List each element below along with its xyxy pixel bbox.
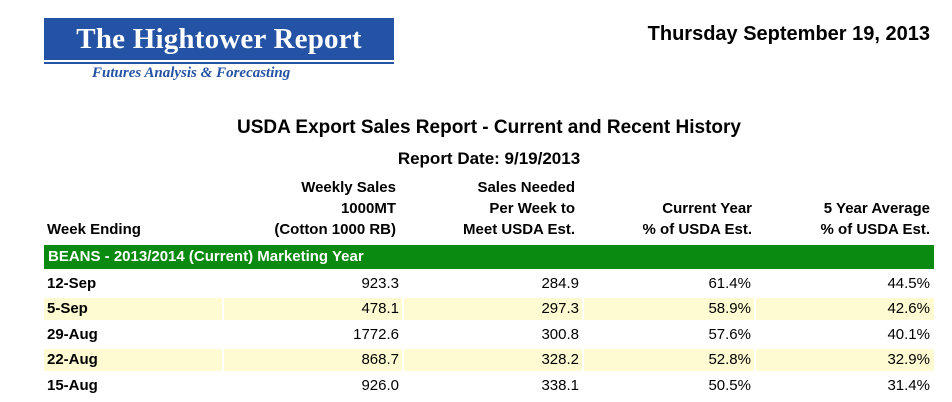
five-year-pct-cell: 40.1%	[887, 326, 930, 343]
sales-needed-cell: 300.8	[541, 326, 579, 343]
report-day: Thursday September 19, 2013	[647, 23, 930, 45]
header-week-ending: Week Ending	[47, 221, 141, 238]
five-year-pct-cell: 42.6%	[756, 298, 934, 320]
current-year-pct-cell: 50.5%	[708, 377, 751, 394]
logo-title: The Hightower Report	[44, 18, 394, 60]
week-cell: 12-Sep	[47, 275, 97, 292]
sales-needed-cell: 338.1	[541, 377, 579, 394]
header-weekly-sales: Weekly Sales 1000MT (Cotton 1000 RB)	[274, 179, 396, 238]
hightower-logo: The Hightower Report Futures Analysis & …	[44, 18, 394, 86]
weekly-sales-cell: 868.7	[224, 349, 402, 371]
current-year-pct-cell: 61.4%	[708, 275, 751, 292]
week-cell: 22-Aug	[44, 349, 222, 371]
week-cell: 15-Aug	[47, 377, 98, 394]
logo-subtitle: Futures Analysis & Forecasting	[92, 65, 291, 81]
week-cell: 5-Sep	[44, 298, 222, 320]
sales-needed-cell: 284.9	[541, 275, 579, 292]
report-date: Report Date: 9/19/2013	[397, 149, 581, 168]
current-year-pct-cell: 57.6%	[708, 326, 751, 343]
header-sales-needed: Sales Needed Per Week to Meet USDA Est.	[463, 179, 575, 238]
week-cell: 29-Aug	[47, 326, 98, 343]
table-row: 12-Sep 923.3 284.9 61.4% 44.5%	[44, 273, 934, 298]
table-row: 15-Aug 926.0 338.1 50.5% 31.4%	[44, 375, 934, 400]
current-year-pct-cell: 58.9%	[584, 298, 754, 320]
table-row: 22-Aug 868.7 328.2 52.8% 32.9%	[44, 349, 934, 374]
five-year-pct-cell: 32.9%	[756, 349, 934, 371]
weekly-sales-cell: 478.1	[224, 298, 402, 320]
weekly-sales-cell: 923.3	[361, 275, 399, 292]
weekly-sales-cell: 1772.6	[353, 326, 399, 343]
sales-needed-cell: 297.3	[404, 298, 582, 320]
header-five-year-average: 5 Year Average % of USDA Est.	[820, 200, 930, 238]
report-title: USDA Export Sales Report - Current and R…	[237, 117, 741, 138]
five-year-pct-cell: 44.5%	[887, 275, 930, 292]
weekly-sales-cell: 926.0	[361, 377, 399, 394]
section-header-beans: BEANS - 2013/2014 (Current) Marketing Ye…	[44, 245, 934, 269]
current-year-pct-cell: 52.8%	[584, 349, 754, 371]
header-current-year: Current Year % of USDA Est.	[642, 200, 752, 238]
sales-needed-cell: 328.2	[404, 349, 582, 371]
five-year-pct-cell: 31.4%	[887, 377, 930, 394]
table-row: 29-Aug 1772.6 300.8 57.6% 40.1%	[44, 324, 934, 349]
logo-divider	[44, 62, 394, 64]
table-row: 5-Sep 478.1 297.3 58.9% 42.6%	[44, 298, 934, 323]
